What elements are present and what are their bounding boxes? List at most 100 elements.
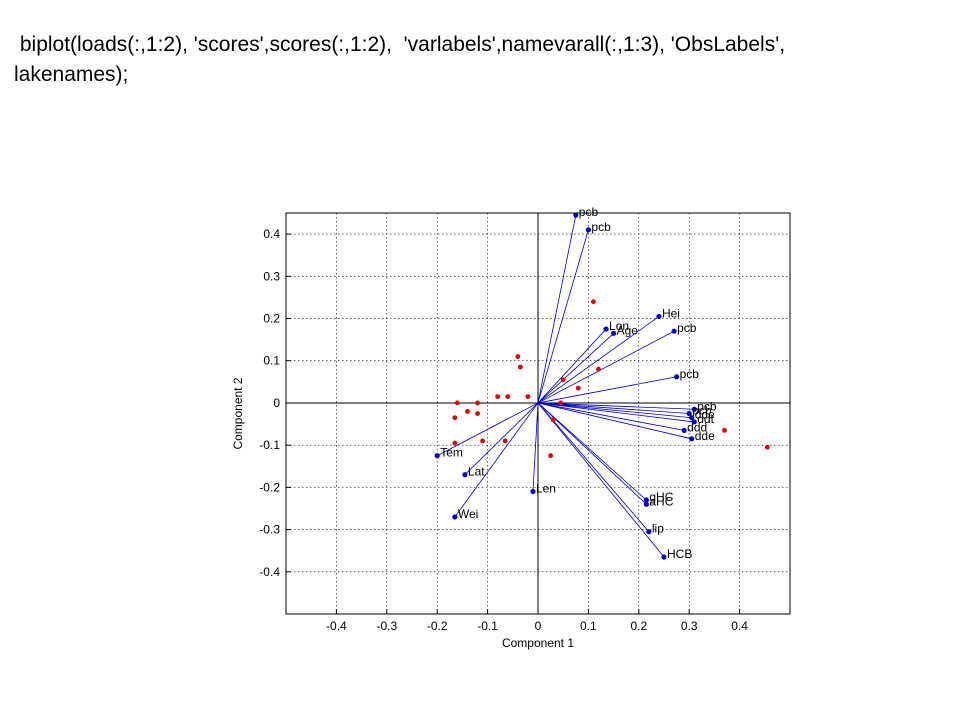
vector-endpoint (611, 330, 617, 336)
vector-line (454, 402, 539, 518)
x-tick-label: -0.2 (427, 619, 448, 633)
y-tick-label: 0 (273, 396, 280, 410)
vector-endpoint (585, 227, 592, 233)
vector-endpoint (681, 427, 687, 433)
observation-point (452, 440, 458, 446)
vector-label: dde (695, 408, 715, 422)
x-tick-label: -0.4 (326, 619, 347, 633)
observation-point (495, 394, 501, 400)
vector-line (537, 333, 614, 404)
observation-point (525, 394, 531, 400)
y-tick-label: -0.4 (259, 565, 280, 579)
vector-line (537, 402, 647, 501)
vector-label: HCB (667, 547, 692, 561)
vector-line (532, 402, 539, 492)
observation-point (591, 299, 596, 305)
vector-line (537, 402, 690, 414)
vector-label: Lat (468, 465, 485, 479)
vector-label: pcb (697, 399, 717, 413)
y-tick-label: 0.1 (263, 354, 280, 368)
x-tick-label: 0.3 (681, 619, 698, 633)
vector-label: pcb (680, 367, 700, 381)
observation-point (475, 411, 480, 416)
vector-label: lip (652, 522, 664, 536)
vector-line (537, 328, 607, 404)
observation-point (722, 427, 727, 433)
vector-line (537, 402, 695, 410)
vector-line (537, 402, 695, 423)
vector-label: aHC (649, 494, 673, 508)
vector-endpoint (462, 472, 468, 478)
observation-point (550, 417, 556, 423)
vector-label: Tem (440, 446, 463, 460)
vector-label: ddd (687, 420, 707, 434)
observation-point (558, 400, 564, 406)
vector-line (537, 402, 647, 505)
vector-endpoint (686, 410, 692, 417)
observation-point (575, 385, 581, 391)
x-tick-label: 0.4 (731, 619, 748, 633)
x-axis-label: Component 1 (502, 636, 574, 650)
observation-point (475, 400, 480, 406)
vector-endpoint (691, 406, 697, 412)
vector-label: Lon (609, 319, 629, 333)
y-tick-label: 0.3 (263, 269, 280, 283)
vector-endpoint (656, 313, 662, 320)
vector-endpoint (573, 212, 579, 218)
x-tick-label: 0.2 (630, 619, 647, 633)
vector-label: gHC (649, 490, 673, 504)
vector-line (537, 376, 677, 404)
y-tick-label: 0.4 (263, 227, 280, 241)
observation-point (560, 377, 566, 383)
vector-endpoint (643, 501, 649, 507)
vector-label: Hei (662, 306, 680, 320)
observation-point (465, 408, 470, 414)
vector-label: Wei (458, 507, 478, 521)
vector-line (537, 229, 589, 404)
observation-point (517, 364, 523, 370)
observation-point (480, 438, 485, 444)
vector-endpoint (434, 453, 440, 459)
y-tick-label: -0.1 (259, 438, 280, 452)
vector-line (537, 402, 650, 532)
vector-line (537, 402, 692, 440)
vector-endpoint (689, 415, 695, 421)
vector-line (537, 402, 685, 431)
y-tick-label: -0.3 (259, 523, 280, 537)
vector-line (537, 316, 660, 404)
slide-caption: biplot(loads(:,1:2), 'scores',scores(:,1… (14, 33, 791, 86)
observation-point (454, 400, 460, 406)
vector-endpoint (691, 419, 697, 425)
x-tick-label: 0 (535, 619, 542, 633)
y-axis-label: Component 2 (231, 377, 245, 449)
observation-point (515, 354, 521, 359)
observation-point (764, 444, 770, 450)
observation-points (452, 299, 770, 459)
axis-ticks: -0.4 -0.3 -0.2 -0.1 0 0.1 0.2 0.3 0.4 0.4 0.3 0.2 0.… (259, 227, 748, 633)
vector-endpoint (646, 529, 652, 535)
vector-line (537, 330, 675, 404)
vector-label: dde (695, 429, 715, 443)
vector-label: pcb (692, 404, 712, 418)
x-tick-label: -0.3 (376, 619, 397, 633)
observation-point (502, 438, 508, 444)
vector-label: Age (617, 323, 639, 337)
vector-endpoint (530, 488, 536, 495)
vector-endpoint (661, 554, 667, 560)
x-tick-label: -0.1 (477, 619, 498, 633)
vector-label: pcb (579, 205, 599, 219)
y-tick-label: -0.2 (259, 480, 280, 494)
vector-line (537, 402, 692, 419)
vector-label: pcb (591, 220, 611, 234)
vector-endpoint (603, 326, 609, 332)
vector-endpoint (671, 328, 677, 334)
vector-label: pcb (677, 321, 697, 335)
observation-point (452, 415, 458, 421)
vector-line (537, 402, 665, 558)
vector-line (537, 215, 577, 404)
vector-endpoint (689, 436, 695, 442)
observation-point (548, 453, 553, 459)
vector-line (464, 402, 539, 475)
